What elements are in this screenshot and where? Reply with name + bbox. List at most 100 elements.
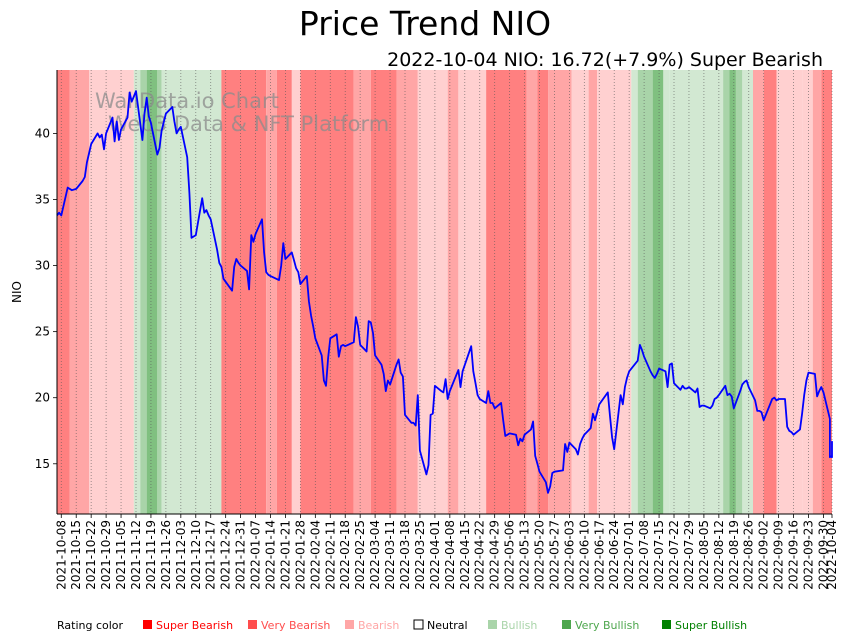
rating-band-bullish bbox=[133, 70, 141, 514]
x-tick-label: 2022-04-08 bbox=[443, 520, 457, 590]
x-tick-label: 2022-04-01 bbox=[428, 520, 442, 590]
rating-band-bearish bbox=[776, 70, 803, 514]
rating-band-super-bullish bbox=[652, 70, 664, 514]
rating-band-very-bearish bbox=[526, 70, 538, 514]
legend-label: Super Bullish bbox=[675, 619, 747, 632]
x-gridlines bbox=[60, 70, 833, 514]
x-tick-label: 2022-01-21 bbox=[278, 520, 292, 590]
x-tick-label: 2022-02-11 bbox=[323, 520, 337, 590]
watermark: WallData.io Chart Web3 Data & NFT Platfo… bbox=[95, 89, 389, 136]
rating-band-very-bullish bbox=[637, 70, 653, 514]
x-tick-label: 2022-04-22 bbox=[473, 520, 487, 590]
legend-label: Bullish bbox=[501, 619, 537, 632]
legend-swatch bbox=[662, 620, 671, 629]
x-tick-label: 2021-10-15 bbox=[69, 520, 83, 590]
rating-band-bearish bbox=[458, 70, 487, 514]
legend-title: Rating color bbox=[57, 619, 124, 632]
x-tick-label: 2021-10-22 bbox=[84, 520, 98, 590]
x-tick-label: 2021-12-10 bbox=[189, 520, 203, 590]
rating-band-bearish bbox=[802, 70, 813, 514]
x-tick-label: 2022-08-12 bbox=[712, 520, 726, 590]
x-tick-label: 2022-07-29 bbox=[682, 520, 696, 590]
legend-swatch bbox=[248, 620, 257, 629]
rating-band-super-bullish bbox=[146, 70, 158, 514]
x-tick-label: 2022-02-25 bbox=[353, 520, 367, 590]
legend-swatch bbox=[562, 620, 571, 629]
x-tick-label: 2022-02-18 bbox=[338, 520, 352, 590]
x-tick-label: 2022-07-22 bbox=[667, 520, 681, 590]
rating-legend: Rating color Super Bearish Very Bearish Bea… bbox=[57, 619, 747, 632]
y-tick-label: 20 bbox=[35, 391, 50, 405]
rating-band-super-bearish bbox=[370, 70, 397, 514]
x-tick-label: 2022-09-23 bbox=[802, 520, 816, 590]
legend-swatch bbox=[345, 620, 354, 629]
rating-band-super-bearish bbox=[57, 70, 70, 514]
x-tick-label: 2022-09-09 bbox=[772, 520, 786, 590]
legend-label: Very Bearish bbox=[261, 619, 330, 632]
rating-band-very-bearish bbox=[69, 70, 90, 514]
x-tick-label: 2022-01-14 bbox=[263, 520, 277, 590]
rating-band-super-bearish bbox=[276, 70, 292, 514]
rating-band-very-bullish bbox=[723, 70, 730, 514]
y-tick-label: 15 bbox=[35, 457, 50, 471]
legend-swatch bbox=[413, 619, 424, 630]
x-tick-label: 2021-11-26 bbox=[159, 520, 173, 590]
x-tick-label: 2022-01-07 bbox=[249, 520, 263, 590]
rating-band-bearish bbox=[89, 70, 134, 514]
rating-band-bullish bbox=[742, 70, 754, 514]
x-tick-label: 2021-10-29 bbox=[99, 520, 113, 590]
x-tick-label: 2022-07-15 bbox=[652, 520, 666, 590]
x-tick-label: 2022-03-25 bbox=[413, 520, 427, 590]
legend-swatch bbox=[488, 620, 497, 629]
rating-band-bullish bbox=[663, 70, 670, 514]
x-tick-label: 2022-05-20 bbox=[533, 520, 547, 590]
rating-band-super-bullish bbox=[729, 70, 736, 514]
x-tick-label: 2021-10-08 bbox=[54, 520, 68, 590]
rating-band-super-bearish bbox=[763, 70, 777, 514]
rating-band-bullish bbox=[631, 70, 638, 514]
chart-title: Price Trend NIO bbox=[299, 4, 551, 43]
x-tick-label: 2021-12-24 bbox=[219, 520, 233, 590]
x-tick-label: 2021-12-03 bbox=[174, 520, 188, 590]
rating-band-very-bullish bbox=[735, 70, 743, 514]
x-tick-label: 2022-06-24 bbox=[607, 520, 621, 590]
price-line bbox=[56, 90, 833, 494]
x-tick-label: 2022-09-16 bbox=[787, 520, 801, 590]
watermark-line-2: Web3 Data & NFT Platform bbox=[108, 112, 389, 136]
x-tick-label: 2022-05-13 bbox=[518, 520, 532, 590]
x-tick-label: 2022-08-19 bbox=[727, 520, 741, 590]
x-tick-label: 2022-04-15 bbox=[458, 520, 472, 590]
rating-band-very-bearish bbox=[812, 70, 822, 514]
x-tick-label: 2022-01-28 bbox=[293, 520, 307, 590]
x-tick-label: 2022-02-04 bbox=[308, 520, 322, 590]
x-tick-label: 2022-07-08 bbox=[637, 520, 651, 590]
x-tick-label: 2022-06-17 bbox=[592, 520, 606, 590]
x-tick-label: 2022-09-30 bbox=[816, 520, 830, 590]
rating-band-very-bullish bbox=[140, 70, 147, 514]
rating-band-super-bearish bbox=[221, 70, 267, 514]
rating-band-super-bearish bbox=[821, 70, 832, 514]
x-tick-label: 2022-04-29 bbox=[488, 520, 502, 590]
x-tick-label: 2022-08-05 bbox=[697, 520, 711, 590]
x-tick-label: 2021-12-31 bbox=[234, 520, 248, 590]
rating-bands bbox=[57, 70, 832, 514]
rating-band-bearish bbox=[291, 70, 301, 514]
rating-band-very-bearish bbox=[396, 70, 418, 514]
price-series bbox=[56, 90, 833, 494]
rating-band-super-bearish bbox=[537, 70, 549, 514]
y-axis-label: NIO bbox=[10, 281, 24, 303]
rating-band-very-bearish bbox=[266, 70, 277, 514]
y-tick-label: 35 bbox=[35, 193, 50, 207]
rating-band-very-bearish bbox=[353, 70, 371, 514]
x-tick-label: 2022-03-04 bbox=[368, 520, 382, 590]
x-tick-label: 2022-06-10 bbox=[577, 520, 591, 590]
x-tick-label: 2021-11-12 bbox=[129, 520, 143, 590]
rating-band-very-bearish bbox=[753, 70, 764, 514]
rating-band-very-bearish bbox=[548, 70, 572, 514]
axes: 2021-10-08 2021-10-15 2021-10-22 2021-10-29… bbox=[35, 70, 839, 590]
rating-band-bearish bbox=[417, 70, 448, 514]
x-tick-label: 2021-11-19 bbox=[144, 520, 158, 590]
rating-band-bullish bbox=[161, 70, 222, 514]
watermark-line-1: WallData.io Chart bbox=[95, 89, 279, 113]
y-tick-label: 25 bbox=[35, 325, 50, 339]
